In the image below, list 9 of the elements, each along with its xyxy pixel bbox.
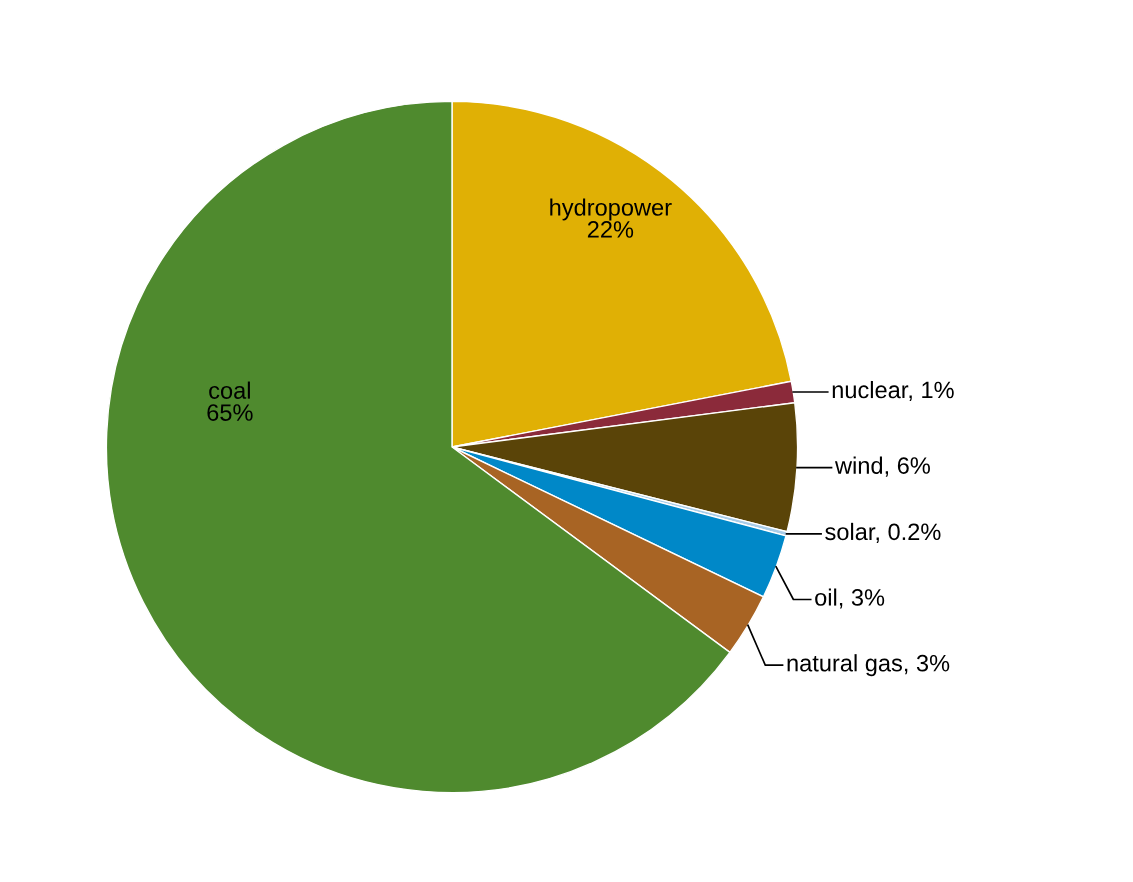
slice-label: wind, 6% [834, 456, 930, 477]
slice-label: natural gas, 3% [787, 654, 950, 677]
slice-label: hydropower [550, 198, 672, 221]
slice-label: oil, 3% [815, 588, 885, 609]
slice-label: solar, 0.2% [825, 522, 941, 543]
slice-label: nuclear, 1% [832, 380, 954, 402]
slice-label: coal [209, 381, 250, 399]
data-label: 22% [587, 221, 634, 238]
data-label: 65% [207, 404, 253, 421]
